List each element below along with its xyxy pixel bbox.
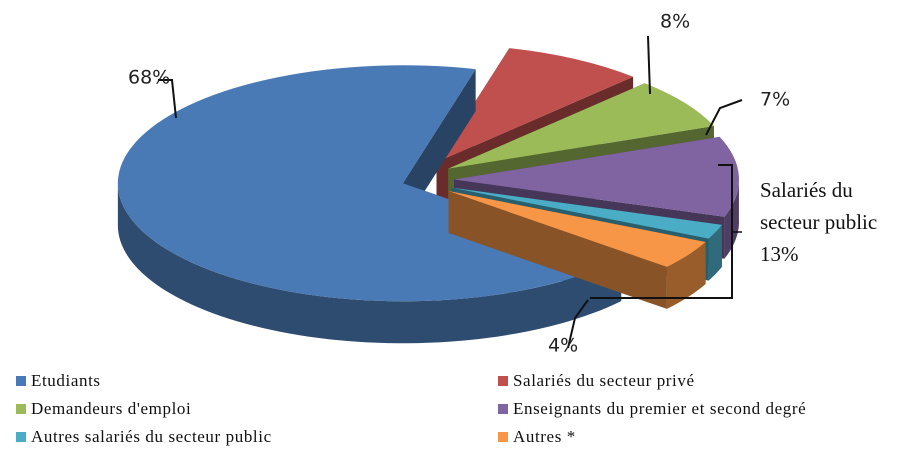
data-label: 8%	[660, 11, 690, 33]
legend-label: Enseignants du premier et second degré	[513, 399, 806, 418]
leader-line	[647, 35, 651, 95]
slice-wall	[708, 224, 722, 281]
slice-side	[448, 191, 667, 309]
leader-line	[567, 299, 589, 349]
slice-top	[453, 136, 739, 217]
slice	[448, 191, 706, 309]
leader-line	[705, 99, 743, 136]
data-label: 4%	[548, 335, 578, 357]
slice-top	[448, 83, 714, 169]
legend-swatch	[498, 376, 508, 386]
leader-line	[158, 79, 177, 119]
legend-swatch	[16, 404, 26, 414]
data-label: 68%	[128, 67, 170, 89]
pie	[117, 48, 739, 344]
legend-swatch	[498, 404, 508, 414]
legend-swatch	[498, 432, 508, 442]
legend-label: Demandeurs d'emploi	[31, 399, 191, 418]
legend-label: Salariés du secteur privé	[513, 371, 695, 390]
data-label: 7%	[760, 89, 790, 111]
annotation-line: secteur public	[760, 210, 877, 234]
slice-side	[402, 69, 476, 226]
slice-wall	[117, 181, 622, 344]
legend-label: Etudiants	[31, 371, 101, 390]
annotation-line: Salariés du	[760, 178, 853, 202]
legend-swatch	[16, 432, 26, 442]
legend-label: Autres salariés du secteur public	[31, 427, 272, 446]
legend-swatch	[16, 376, 26, 386]
slice-wall	[666, 242, 706, 309]
slice-top	[451, 187, 722, 239]
slice-top	[436, 48, 634, 163]
annotation-value: 13%	[760, 242, 799, 266]
legend-label: Autres *	[513, 427, 576, 446]
slice-top	[448, 191, 706, 267]
